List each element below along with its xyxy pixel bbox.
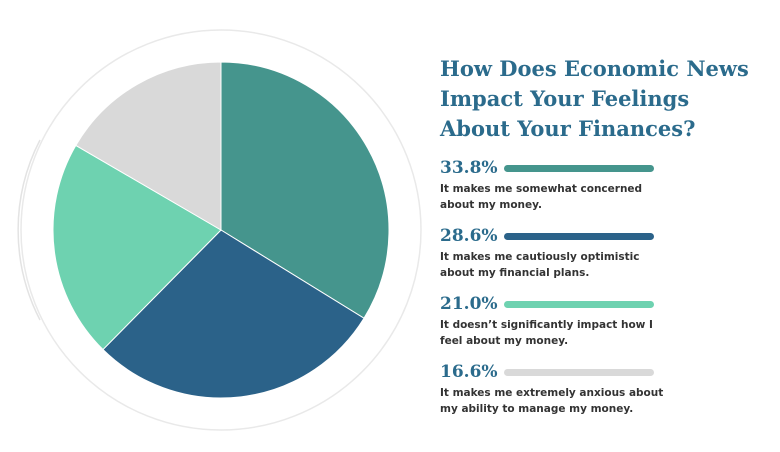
legend-panel: How Does Economic News Impact Your Feeli… — [440, 54, 760, 430]
legend-percent: 33.8% — [440, 158, 498, 178]
legend-percent: 28.6% — [440, 226, 498, 246]
legend-item: 28.6% It makes me cautiously optimistic … — [440, 226, 760, 281]
pie-slice — [75, 61, 222, 231]
pie-outer-arc — [17, 139, 41, 321]
legend-color-bar — [504, 300, 654, 308]
chart-title: How Does Economic News Impact Your Feeli… — [440, 56, 749, 141]
legend-label: It doesn’t significantly impact how I fe… — [440, 319, 653, 347]
legend-color-bar — [504, 368, 654, 376]
legend-percent: 16.6% — [440, 362, 498, 382]
legend-item: 33.8% It makes me somewhat concerned abo… — [440, 158, 760, 213]
pie-outer-ring — [20, 29, 422, 431]
legend-color-bar — [504, 232, 654, 240]
pie-chart-area — [17, 29, 422, 431]
pie-chart — [17, 29, 422, 431]
legend-label: It makes me somewhat concerned about my … — [440, 183, 643, 211]
pie-slices — [52, 61, 390, 399]
legend-item: 16.6% It makes me extremely anxious abou… — [440, 362, 760, 417]
pie-slice — [102, 229, 365, 399]
pie-slice — [220, 61, 390, 319]
legend-percent: 21.0% — [440, 294, 498, 314]
legend-label: It makes me cautiously optimistic about … — [440, 251, 640, 279]
legend-item: 21.0% It doesn’t significantly impact ho… — [440, 294, 760, 349]
pie-slice — [52, 144, 222, 351]
legend-color-bar — [504, 164, 654, 172]
legend-label: It makes me extremely anxious about my a… — [440, 387, 664, 415]
